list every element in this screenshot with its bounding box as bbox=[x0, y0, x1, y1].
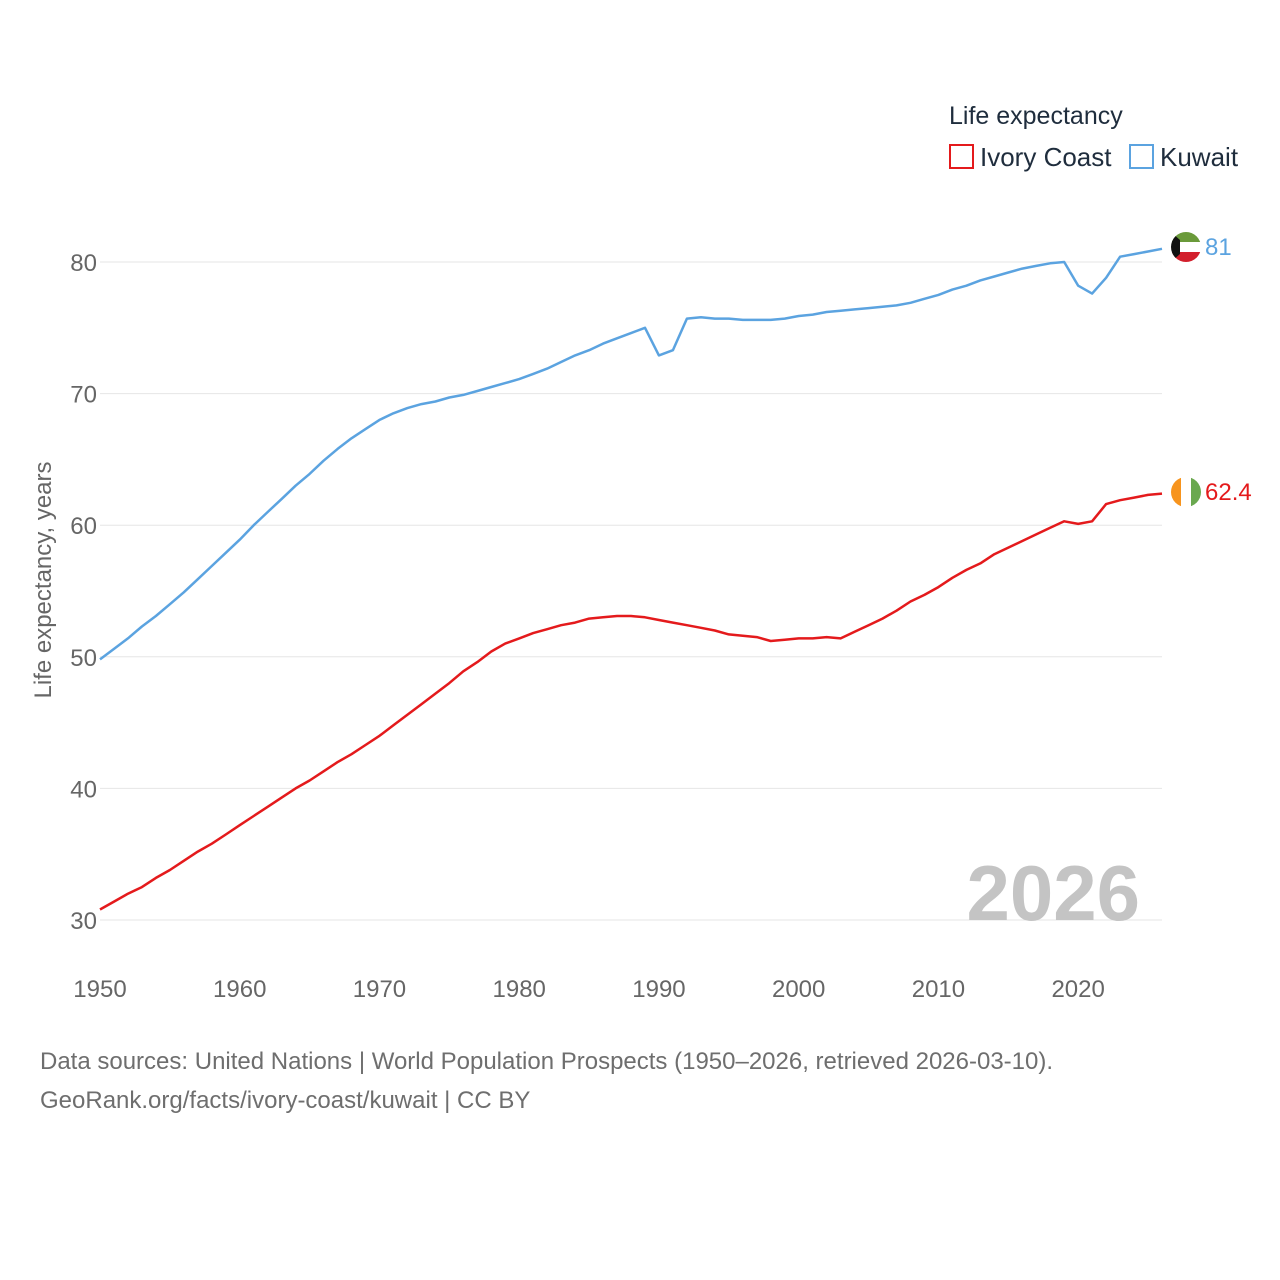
x-tick-label: 2010 bbox=[912, 976, 965, 1003]
y-axis-title: Life expectancy, years bbox=[30, 461, 57, 698]
x-tick-label: 1950 bbox=[73, 976, 126, 1003]
year-watermark: 2026 bbox=[966, 849, 1140, 937]
y-axis-ticks: 30 40 50 60 70 80 bbox=[70, 250, 97, 935]
x-tick-label: 1970 bbox=[353, 976, 406, 1003]
x-tick-label: 1980 bbox=[493, 976, 546, 1003]
y-tick-label: 30 bbox=[70, 908, 97, 935]
series-line-ivory-coast bbox=[99, 492, 1163, 911]
y-tick-label: 50 bbox=[70, 645, 97, 672]
life-expectancy-chart: 30 40 50 60 70 80 1950 1960 1970 1980 1990 2000 201… bbox=[30, 102, 1252, 1003]
legend-label-ivory-coast: Ivory Coast bbox=[980, 142, 1112, 172]
y-tick-label: 40 bbox=[70, 776, 97, 803]
kuwait-flag-icon bbox=[1171, 232, 1201, 262]
end-label-ivory-coast: 62.4 bbox=[1205, 479, 1252, 506]
end-label-kuwait: 81 bbox=[1205, 234, 1232, 261]
legend: Life expectancy Ivory Coast Kuwait bbox=[949, 102, 1239, 172]
source-line-1: Data sources: United Nations | World Pop… bbox=[40, 1048, 1054, 1075]
legend-title: Life expectancy bbox=[949, 102, 1123, 130]
x-tick-label: 2000 bbox=[772, 976, 825, 1003]
x-tick-label: 1990 bbox=[632, 976, 685, 1003]
ivory-coast-flag-icon bbox=[1171, 477, 1201, 507]
source-footer: Data sources: United Nations | World Pop… bbox=[40, 1042, 1260, 1120]
y-tick-label: 80 bbox=[70, 250, 97, 277]
x-tick-label: 1960 bbox=[213, 976, 266, 1003]
gridlines bbox=[100, 261, 1162, 921]
series-lines bbox=[99, 247, 1163, 911]
y-tick-label: 60 bbox=[70, 513, 97, 540]
source-line-2: GeoRank.org/facts/ivory-coast/kuwait | C… bbox=[40, 1087, 531, 1114]
series-line-kuwait bbox=[99, 247, 1163, 661]
legend-swatch-kuwait bbox=[1129, 144, 1154, 169]
legend-label-kuwait: Kuwait bbox=[1160, 142, 1239, 172]
legend-swatch-ivory-coast bbox=[949, 144, 974, 169]
x-tick-label: 2020 bbox=[1051, 976, 1104, 1003]
x-axis-ticks: 1950 1960 1970 1980 1990 2000 2010 2020 bbox=[73, 976, 1105, 1003]
y-tick-label: 70 bbox=[70, 382, 97, 409]
